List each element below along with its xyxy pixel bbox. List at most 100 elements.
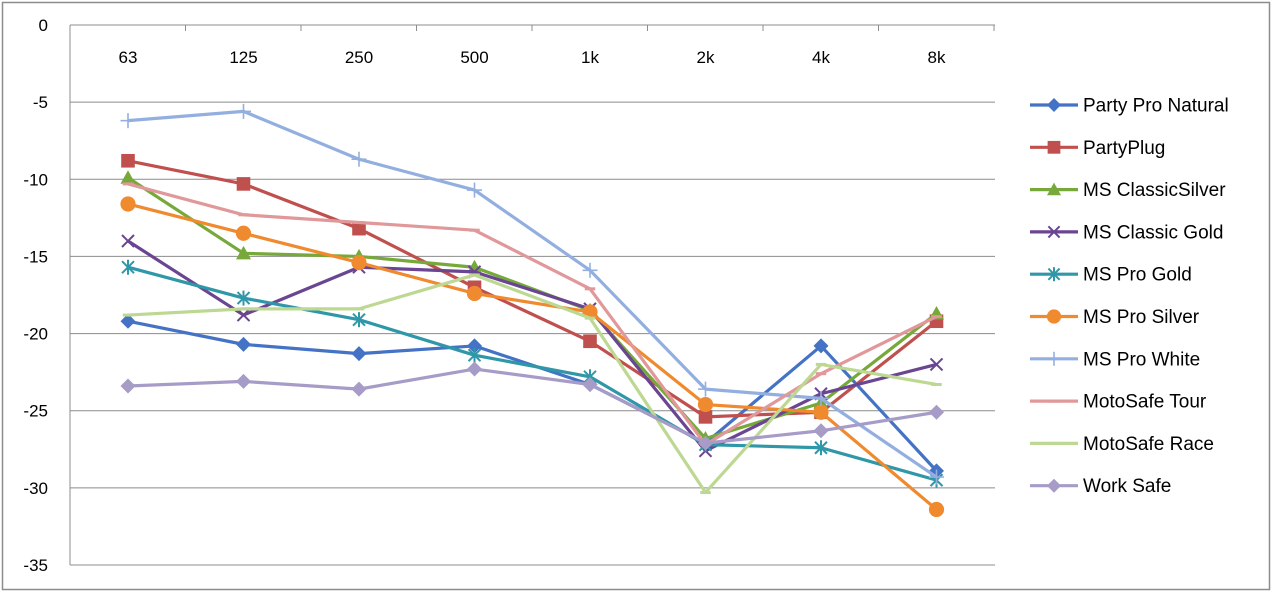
- y-tick-label: -10: [23, 170, 48, 189]
- legend-label: MS Pro White: [1083, 349, 1200, 370]
- legend: Party Pro Natural PartyPlug MS ClassicSilv…: [1030, 96, 1229, 497]
- y-axis: 0 -5 -10 -15 -20 -25 -30 -35: [23, 16, 71, 575]
- y-tick-label: -5: [33, 93, 48, 112]
- data-point: [813, 423, 829, 439]
- data-point: [121, 153, 135, 168]
- series-ms-pro-silver: [120, 196, 945, 518]
- data-point: [1047, 182, 1061, 196]
- legend-item: MotoSafe Tour: [1030, 392, 1207, 413]
- legend-item: PartyPlug: [1030, 138, 1165, 159]
- data-point: [121, 234, 135, 248]
- data-point: [467, 347, 482, 363]
- data-point: [467, 259, 482, 274]
- legend-label: MS Pro Gold: [1083, 265, 1192, 286]
- x-tick-label: 125: [229, 48, 257, 67]
- data-point: [1047, 267, 1061, 282]
- legend-label: MS Classic Gold: [1083, 222, 1223, 243]
- data-point: [236, 290, 251, 306]
- x-tick-label: 8k: [928, 48, 946, 67]
- x-tick-label: 1k: [581, 48, 599, 67]
- data-point: [582, 376, 598, 392]
- series-line: [127, 159, 938, 419]
- legend-label: MotoSafe Tour: [1083, 392, 1207, 413]
- data-point: [698, 410, 713, 424]
- series-work-safe: [120, 361, 944, 451]
- data-point: [697, 396, 714, 413]
- data-point: [352, 312, 366, 328]
- data-point: [120, 196, 136, 212]
- data-point: [1047, 351, 1061, 366]
- series-ms-pro-white: [120, 103, 944, 485]
- x-tick-label: 63: [119, 48, 138, 67]
- data-point: [467, 182, 482, 198]
- data-point: [814, 440, 828, 456]
- x-axis: 63 125 250 500 1k 2k 4k 8k: [69, 25, 995, 67]
- legend-item: MS Pro Silver: [1030, 307, 1200, 328]
- data-point: [120, 113, 136, 129]
- legend-label: Party Pro Natural: [1083, 96, 1229, 117]
- x-tick-label: 500: [460, 48, 488, 67]
- data-point: [236, 245, 251, 260]
- series-line: [127, 109, 938, 479]
- y-tick-label: -20: [23, 325, 48, 344]
- data-point: [351, 346, 367, 362]
- data-point: [120, 170, 136, 184]
- series-layer: [120, 103, 945, 518]
- series-line: [127, 273, 937, 495]
- data-point: [813, 390, 829, 406]
- data-point: [929, 404, 944, 420]
- data-point: [813, 338, 829, 354]
- legend-label: MS ClassicSilver: [1083, 180, 1226, 201]
- data-point: [1047, 140, 1061, 154]
- legend-item: MS Classic Gold: [1030, 222, 1223, 243]
- legend-label: MotoSafe Race: [1083, 434, 1214, 455]
- legend-label: Work Safe: [1083, 476, 1171, 497]
- legend-item: Work Safe: [1030, 476, 1171, 497]
- series-motosafe-race: [122, 273, 942, 495]
- legend-label: PartyPlug: [1083, 138, 1165, 159]
- data-point: [583, 334, 597, 349]
- data-point: [698, 381, 713, 397]
- data-point: [236, 103, 251, 119]
- data-point: [236, 308, 251, 322]
- data-point: [351, 381, 367, 397]
- data-point: [1047, 478, 1061, 493]
- y-tick-label: -30: [23, 479, 48, 498]
- data-point: [813, 404, 829, 420]
- data-point: [1046, 309, 1062, 324]
- legend-label: MS Pro Silver: [1083, 307, 1200, 328]
- data-point: [236, 177, 251, 191]
- data-point: [351, 255, 367, 271]
- y-tick-label: -25: [23, 402, 48, 421]
- series-ms-pro-gold: [121, 259, 944, 488]
- x-tick-label: 4k: [812, 48, 830, 67]
- legend-item: Party Pro Natural: [1030, 96, 1229, 117]
- legend-item: MS ClassicSilver: [1030, 180, 1226, 201]
- series-line: [127, 239, 937, 453]
- data-point: [236, 373, 251, 389]
- legend-item: MS Pro Gold: [1030, 265, 1192, 286]
- data-point: [235, 225, 252, 241]
- legend-item: MS Pro White: [1030, 349, 1200, 370]
- data-point: [928, 501, 945, 518]
- data-point: [120, 313, 136, 329]
- series-line: [127, 367, 937, 445]
- y-tick-label: -35: [23, 556, 48, 575]
- series-line: [127, 265, 937, 482]
- data-point: [236, 336, 251, 352]
- series-line: [127, 202, 938, 511]
- y-tick-label: -15: [23, 247, 48, 266]
- x-tick-label: 250: [345, 48, 373, 67]
- data-point: [120, 378, 136, 394]
- data-point: [121, 259, 135, 275]
- data-point: [351, 151, 367, 167]
- data-point: [466, 285, 483, 302]
- data-point: [698, 435, 713, 451]
- data-point: [929, 357, 944, 372]
- x-tick-label: 2k: [697, 48, 715, 67]
- data-point: [1047, 225, 1061, 239]
- data-point: [929, 469, 944, 485]
- legend-item: MotoSafe Race: [1030, 434, 1214, 455]
